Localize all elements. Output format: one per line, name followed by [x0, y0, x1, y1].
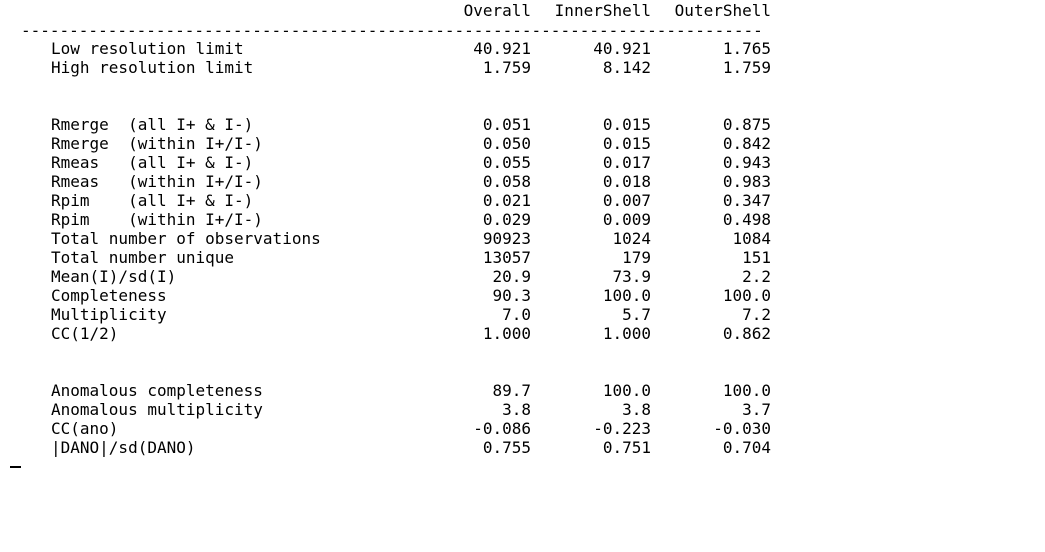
stats-row-rmeas-all: Rmeas (all I+ & I-) 0.055 0.017 0.943 [0, 153, 1045, 172]
column-header-outer-shell: OuterShell [674, 1, 771, 20]
value-overall: 0.755 [482, 438, 531, 457]
value-inner-shell: 0.007 [602, 191, 651, 210]
row-label: CC(1/2) [51, 324, 119, 343]
value-overall: 0.050 [482, 134, 531, 153]
value-overall: 20.9 [492, 267, 531, 286]
value-outer-shell: 7.2 [742, 305, 771, 324]
value-overall: 90.3 [492, 286, 531, 305]
value-inner-shell: 179 [622, 248, 651, 267]
value-inner-shell: 0.751 [602, 438, 651, 457]
value-outer-shell: 0.875 [722, 115, 771, 134]
value-outer-shell: 100.0 [722, 381, 771, 400]
value-outer-shell: -0.030 [713, 419, 771, 438]
row-label: Low resolution limit [51, 39, 244, 58]
row-label: Completeness [51, 286, 167, 305]
value-outer-shell: 3.7 [742, 400, 771, 419]
value-overall: 0.021 [482, 191, 531, 210]
value-outer-shell: 1.759 [722, 58, 771, 77]
row-label: High resolution limit [51, 58, 254, 77]
value-outer-shell: 0.983 [722, 172, 771, 191]
value-inner-shell: 5.7 [622, 305, 651, 324]
stats-row-rmerge-all: Rmerge (all I+ & I-) 0.051 0.015 0.875 [0, 115, 1045, 134]
value-outer-shell: 0.498 [722, 210, 771, 229]
value-inner-shell: 0.015 [602, 134, 651, 153]
value-outer-shell: 1.765 [722, 39, 771, 58]
row-label: |DANO|/sd(DANO) [51, 438, 196, 457]
value-outer-shell: 151 [742, 248, 771, 267]
value-inner-shell: 8.142 [602, 58, 651, 77]
column-header-inner-shell: InnerShell [554, 1, 651, 20]
value-overall: 40.921 [473, 39, 531, 58]
value-overall: 0.058 [482, 172, 531, 191]
row-label: Rmeas (all I+ & I-) [51, 153, 254, 172]
terminal-cursor [10, 466, 21, 468]
value-inner-shell: 100.0 [602, 286, 651, 305]
value-outer-shell: 0.347 [722, 191, 771, 210]
row-label: Rmerge (all I+ & I-) [51, 115, 254, 134]
value-overall: 13057 [482, 248, 531, 267]
stats-row-cc-ano: CC(ano) -0.086 -0.223 -0.030 [0, 419, 1045, 438]
value-outer-shell: 0.704 [722, 438, 771, 457]
row-label: Total number of observations [51, 229, 321, 248]
terminal-output: Overall InnerShell OuterShell ----------… [0, 1, 1045, 468]
stats-row-rmeas-within: Rmeas (within I+/I-) 0.058 0.018 0.983 [0, 172, 1045, 191]
value-inner-shell: 0.009 [602, 210, 651, 229]
value-outer-shell: 2.2 [742, 267, 771, 286]
stats-row-anomalous-completeness: Anomalous completeness 89.7 100.0 100.0 [0, 381, 1045, 400]
value-inner-shell: 0.017 [602, 153, 651, 172]
value-overall: 89.7 [492, 381, 531, 400]
stats-row-rmerge-within: Rmerge (within I+/I-) 0.050 0.015 0.842 [0, 134, 1045, 153]
value-overall: 7.0 [502, 305, 531, 324]
header-divider: ----------------------------------------… [21, 21, 763, 40]
row-label: Rmerge (within I+/I-) [51, 134, 263, 153]
value-inner-shell: 3.8 [622, 400, 651, 419]
value-overall: 1.759 [482, 58, 531, 77]
value-overall: -0.086 [473, 419, 531, 438]
value-inner-shell: 1024 [612, 229, 651, 248]
row-label: Rmeas (within I+/I-) [51, 172, 263, 191]
value-overall: 90923 [482, 229, 531, 248]
value-inner-shell: 100.0 [602, 381, 651, 400]
stats-row-cc-half: CC(1/2) 1.000 1.000 0.862 [0, 324, 1045, 343]
row-label: Anomalous completeness [51, 381, 263, 400]
value-overall: 3.8 [502, 400, 531, 419]
value-outer-shell: 0.943 [722, 153, 771, 172]
value-inner-shell: 1.000 [602, 324, 651, 343]
stats-row-high-resolution: High resolution limit 1.759 8.142 1.759 [0, 58, 1045, 77]
value-outer-shell: 100.0 [722, 286, 771, 305]
stats-row-total-observations: Total number of observations 90923 1024 … [0, 229, 1045, 248]
stats-row-multiplicity: Multiplicity 7.0 5.7 7.2 [0, 305, 1045, 324]
value-overall: 0.055 [482, 153, 531, 172]
value-overall: 1.000 [482, 324, 531, 343]
row-label: Rpim (within I+/I-) [51, 210, 263, 229]
stats-row-rpim-all: Rpim (all I+ & I-) 0.021 0.007 0.347 [0, 191, 1045, 210]
stats-row-anomalous-multiplicity: Anomalous multiplicity 3.8 3.8 3.7 [0, 400, 1045, 419]
row-label: Anomalous multiplicity [51, 400, 263, 419]
stats-row-low-resolution: Low resolution limit 40.921 40.921 1.765 [0, 39, 1045, 58]
value-outer-shell: 0.862 [722, 324, 771, 343]
row-label: Rpim (all I+ & I-) [51, 191, 254, 210]
row-label: Multiplicity [51, 305, 167, 324]
value-outer-shell: 1084 [732, 229, 771, 248]
row-label: Mean(I)/sd(I) [51, 267, 177, 286]
value-inner-shell: -0.223 [593, 419, 651, 438]
row-label: CC(ano) [51, 419, 119, 438]
value-inner-shell: 73.9 [612, 267, 651, 286]
stats-row-rpim-within: Rpim (within I+/I-) 0.029 0.009 0.498 [0, 210, 1045, 229]
value-overall: 0.051 [482, 115, 531, 134]
value-outer-shell: 0.842 [722, 134, 771, 153]
value-inner-shell: 0.015 [602, 115, 651, 134]
value-inner-shell: 40.921 [593, 39, 651, 58]
value-overall: 0.029 [482, 210, 531, 229]
stats-row-mean-i-sd: Mean(I)/sd(I) 20.9 73.9 2.2 [0, 267, 1045, 286]
stats-row-total-unique: Total number unique 13057 179 151 [0, 248, 1045, 267]
value-inner-shell: 0.018 [602, 172, 651, 191]
row-label: Total number unique [51, 248, 235, 267]
column-header-overall: Overall [463, 1, 531, 20]
stats-row-completeness: Completeness 90.3 100.0 100.0 [0, 286, 1045, 305]
stats-row-dano-sd: |DANO|/sd(DANO) 0.755 0.751 0.704 [0, 438, 1045, 457]
column-header-row: Overall InnerShell OuterShell [0, 1, 1045, 20]
